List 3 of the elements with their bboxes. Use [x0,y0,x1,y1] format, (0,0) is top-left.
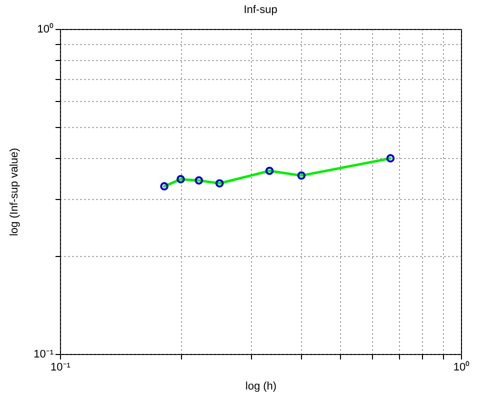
chart-title: Inf-sup [244,4,278,16]
y-axis-title: log (Inf-sup value) [8,148,21,236]
x-axis-title: log (h) [245,380,277,392]
